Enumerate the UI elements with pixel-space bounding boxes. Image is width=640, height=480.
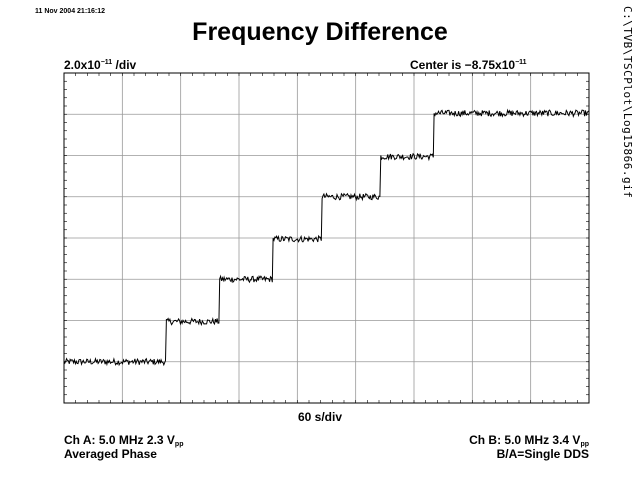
y-scale-prefix: 2.0x10 <box>64 58 101 72</box>
channel-b-mode: B/A=Single DDS <box>496 447 589 461</box>
y-scale-suffix: /div <box>112 58 137 72</box>
channel-a-mode: Averaged Phase <box>64 447 157 461</box>
center-prefix: Center is −8.75x10 <box>410 58 516 72</box>
center-exponent: −11 <box>515 59 527 66</box>
plot-grid <box>64 73 589 403</box>
channel-b-main: Ch B: 5.0 MHz 3.4 V <box>469 433 581 447</box>
plot-ticks <box>63 72 590 404</box>
center-label: Center is −8.75x10−11 <box>410 58 527 72</box>
y-scale-exponent: −11 <box>100 59 113 66</box>
channel-a-sub: pp <box>174 441 184 448</box>
y-scale-label: 2.0x10−11 /div <box>64 58 136 72</box>
x-scale-label: 60 s/div <box>297 410 343 424</box>
channel-a-info: Ch A: 5.0 MHz 2.3 Vpp <box>64 433 183 448</box>
timestamp: 11 Nov 2004 21:16:12 <box>35 8 106 15</box>
chart-title: Frequency Difference <box>192 18 448 46</box>
frequency-trace <box>63 108 590 367</box>
channel-a-main: Ch A: 5.0 MHz 2.3 V <box>64 433 175 447</box>
file-path: C:\TVB\TSCPlot\Log15866.gif <box>621 6 634 199</box>
channel-b-info: Ch B: 5.0 MHz 3.4 Vpp <box>469 433 589 448</box>
channel-b-sub: pp <box>580 441 589 448</box>
